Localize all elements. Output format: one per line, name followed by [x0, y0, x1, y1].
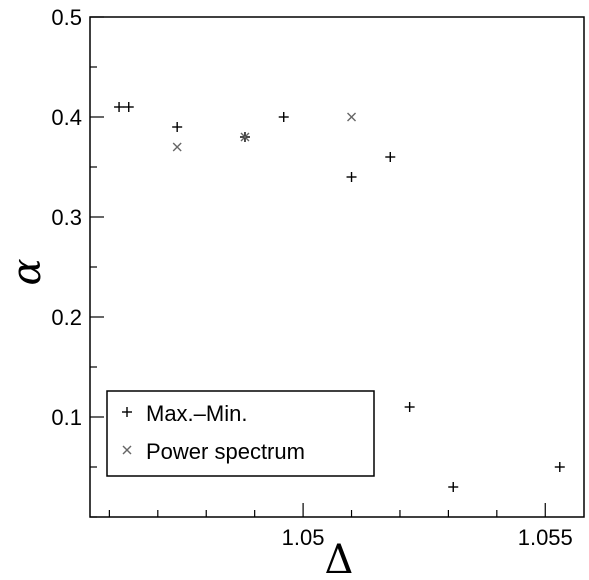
- y-tick-label: 0.1: [51, 405, 82, 430]
- y-tick-label: 0.5: [51, 5, 82, 30]
- axis-tick-labels: 1.05 1.055 0.1 0.2 0.3 0.4 0.5: [51, 5, 572, 550]
- y-tick-label: 0.3: [51, 205, 82, 230]
- maxmin-point: [123, 102, 134, 112]
- legend-marker-cross: [122, 445, 132, 455]
- maxmin-point: [172, 122, 183, 132]
- x-tick-label: 1.055: [518, 525, 573, 550]
- power-spectrum-point: [172, 142, 182, 152]
- legend-box: [106, 390, 375, 477]
- x-tick-label: 1.05: [282, 525, 325, 550]
- y-axis-title: α: [4, 258, 50, 285]
- y-tick-label: 0.4: [51, 105, 82, 130]
- maxmin-point: [385, 152, 396, 162]
- power-spectrum-point: [240, 132, 250, 142]
- y-tick-label: 0.2: [51, 305, 82, 330]
- legend-marker-plus: [122, 407, 132, 417]
- x-axis-title: Δ: [325, 537, 354, 580]
- data-markers: [114, 102, 565, 492]
- legend: Max.–Min. Power spectrum: [106, 390, 375, 477]
- power-spectrum-point: [347, 112, 357, 122]
- maxmin-point: [346, 172, 357, 182]
- axis-ticks: [90, 16, 546, 518]
- legend-label: Max.–Min.: [146, 401, 247, 426]
- maxmin-point: [114, 102, 125, 112]
- maxmin-point: [278, 112, 289, 122]
- maxmin-point: [448, 482, 459, 492]
- legend-label: Power spectrum: [146, 439, 305, 464]
- maxmin-point: [554, 462, 565, 472]
- maxmin-point: [404, 402, 415, 412]
